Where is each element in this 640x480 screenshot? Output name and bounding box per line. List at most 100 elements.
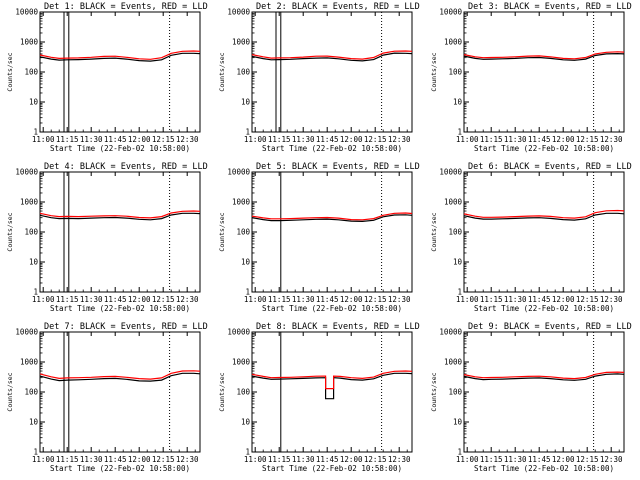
x-axis-label: Start Time (22-Feb-02 10:58:00) — [262, 144, 402, 153]
y-tick-label: 100 — [448, 388, 462, 397]
detector-panel-2: Det 2: BLACK = Events, RED = LLD 1 10 100 10… — [218, 2, 420, 153]
plot-frame — [463, 171, 625, 293]
y-tick-label: 1000 — [232, 38, 251, 47]
x-tick-label: 11:45 — [316, 135, 339, 144]
x-tick-label: 12:30 — [388, 135, 411, 144]
y-tick-label: 10 — [453, 418, 463, 427]
x-tick-label: 11:15 — [480, 295, 503, 304]
x-tick-label: 12:00 — [340, 455, 363, 464]
x-tick-label: 12:30 — [388, 455, 411, 464]
x-axis-label: Start Time (22-Feb-02 10:58:00) — [262, 464, 402, 473]
y-tick-label: 1000 — [20, 198, 39, 207]
y-tick-label: 10000 — [15, 328, 38, 337]
y-tick-label: 10000 — [227, 328, 250, 337]
x-tick-label: 11:30 — [292, 295, 315, 304]
x-tick-label: 11:15 — [56, 295, 79, 304]
x-tick-label: 11:45 — [528, 135, 551, 144]
x-tick-label: 12:00 — [552, 295, 575, 304]
x-tick-label: 12:30 — [176, 455, 199, 464]
x-tick-label: 11:00 — [244, 135, 267, 144]
y-tick-label: 100 — [24, 68, 38, 77]
plot-frame — [251, 171, 413, 293]
y-tick-label: 100 — [236, 68, 250, 77]
detector-panel-3: Det 3: BLACK = Events, RED = LLD 1 10 100 10… — [430, 2, 632, 153]
plot-frame — [463, 11, 625, 133]
x-tick-label: 11:00 — [456, 135, 479, 144]
events-series-line — [251, 372, 413, 400]
x-tick-label: 11:45 — [316, 295, 339, 304]
y-tick-label: 1 — [457, 448, 462, 457]
y-tick-label: 1 — [457, 128, 462, 137]
x-axis-label: Start Time (22-Feb-02 10:58:00) — [50, 464, 190, 473]
y-tick-label: 1000 — [20, 38, 39, 47]
x-tick-label: 11:45 — [104, 455, 127, 464]
x-tick-label: 11:30 — [80, 295, 103, 304]
panel-title: Det 1: BLACK = Events, RED = LLD — [44, 2, 208, 12]
panel-title: Det 8: BLACK = Events, RED = LLD — [256, 322, 420, 332]
y-axis-label: Counts/sec — [218, 52, 226, 91]
x-tick-label: 12:00 — [552, 135, 575, 144]
x-tick-label: 12:00 — [128, 135, 151, 144]
x-tick-label: 11:15 — [268, 455, 291, 464]
x-tick-label: 11:15 — [480, 455, 503, 464]
y-tick-label: 1 — [33, 128, 38, 137]
x-tick-label: 11:30 — [292, 135, 315, 144]
x-tick-label: 12:30 — [600, 455, 623, 464]
y-tick-label: 1000 — [20, 358, 39, 367]
x-tick-label: 12:15 — [364, 455, 387, 464]
events-series-line — [39, 52, 201, 62]
y-tick-label: 1 — [33, 448, 38, 457]
y-tick-label: 10 — [29, 418, 39, 427]
x-tick-label: 12:15 — [364, 295, 387, 304]
detector-panel-5: Det 5: BLACK = Events, RED = LLD 1 10 100 10… — [218, 162, 420, 313]
x-tick-label: 11:15 — [268, 295, 291, 304]
events-series-line — [251, 52, 413, 62]
panel-title: Det 7: BLACK = Events, RED = LLD — [44, 322, 208, 332]
y-axis-label: Counts/sec — [430, 52, 438, 91]
x-tick-label: 12:30 — [176, 295, 199, 304]
events-series-line — [463, 52, 625, 61]
y-tick-label: 10000 — [439, 8, 462, 17]
y-tick-label: 1000 — [444, 198, 463, 207]
lld-series-line — [463, 371, 625, 380]
y-tick-label: 100 — [448, 68, 462, 77]
events-series-line — [39, 212, 201, 221]
x-tick-label: 11:15 — [56, 455, 79, 464]
y-tick-label: 10 — [453, 98, 463, 107]
panel-title: Det 3: BLACK = Events, RED = LLD — [468, 2, 632, 12]
x-tick-label: 11:00 — [456, 295, 479, 304]
x-tick-label: 12:15 — [152, 455, 175, 464]
y-tick-label: 10000 — [227, 8, 250, 17]
x-tick-label: 11:45 — [316, 455, 339, 464]
y-axis-label: Counts/sec — [218, 212, 226, 251]
panel-title: Det 4: BLACK = Events, RED = LLD — [44, 162, 208, 172]
x-tick-label: 12:15 — [576, 455, 599, 464]
y-tick-label: 1000 — [444, 38, 463, 47]
events-series-line — [463, 212, 625, 221]
y-axis-label: Counts/sec — [218, 372, 226, 411]
y-tick-label: 10000 — [439, 328, 462, 337]
y-tick-label: 1 — [457, 288, 462, 297]
lld-series-line — [251, 370, 413, 390]
x-tick-label: 12:30 — [388, 295, 411, 304]
events-series-line — [251, 214, 413, 223]
x-tick-label: 12:30 — [600, 135, 623, 144]
y-tick-label: 10 — [453, 258, 463, 267]
x-tick-label: 12:00 — [552, 455, 575, 464]
x-tick-label: 11:45 — [104, 295, 127, 304]
x-tick-label: 11:00 — [32, 135, 55, 144]
lld-series-line — [463, 209, 625, 219]
x-tick-label: 11:15 — [480, 135, 503, 144]
plot-frame — [463, 331, 625, 453]
y-tick-label: 1 — [245, 448, 250, 457]
lld-series-line — [39, 210, 201, 219]
x-tick-label: 12:00 — [340, 135, 363, 144]
x-tick-label: 11:45 — [104, 135, 127, 144]
x-axis-label: Start Time (22-Feb-02 10:58:00) — [474, 304, 614, 313]
x-tick-label: 12:30 — [600, 295, 623, 304]
x-tick-label: 12:15 — [152, 295, 175, 304]
y-tick-label: 10000 — [227, 168, 250, 177]
y-tick-label: 100 — [24, 388, 38, 397]
lld-series-line — [251, 50, 413, 60]
